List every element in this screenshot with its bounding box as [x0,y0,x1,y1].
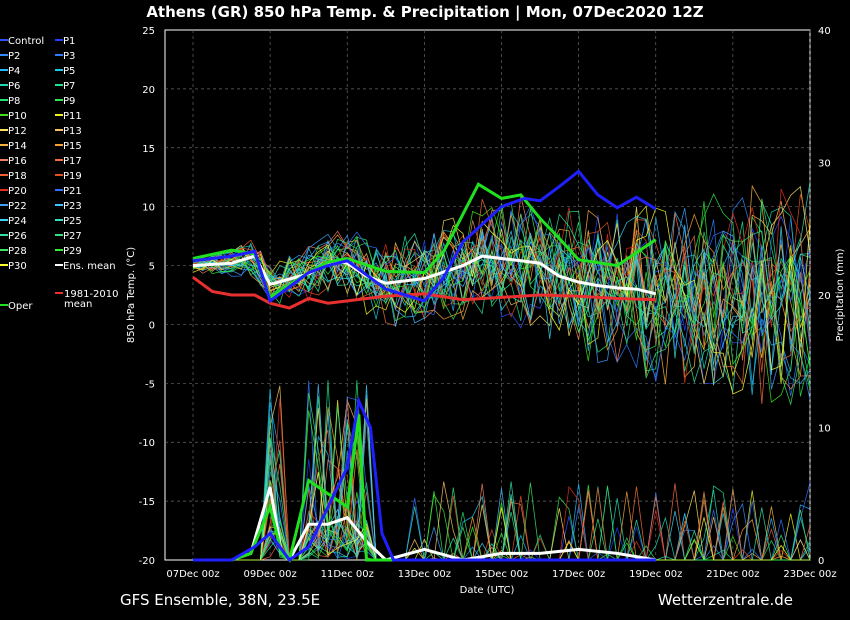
member-temp-line [192,215,811,375]
legend-entry: P23 [63,201,82,212]
y-tick-label: 5 [149,262,155,273]
legend-entry: P22 [8,201,27,212]
x-tick-label: 07Dec 00z [166,569,219,580]
footer-source: Wetterzentrale.de [658,591,793,609]
y-axis-label: 850 hPa Temp. (°C) [126,247,137,343]
member-temp-line [192,208,811,390]
legend-entry-climate: 1981-2010 [64,289,119,300]
legend-entry: P7 [63,81,75,92]
chart-title: Athens (GR) 850 hPa Temp. & Precipitatio… [146,3,703,22]
y2-axis-label: Precipitation (mm) [835,248,846,341]
x-tick-label: 19Dec 00z [629,569,682,580]
legend-entry: P4 [8,66,20,77]
y2-tick-label: 20 [818,291,831,302]
precip-ens-mean [193,486,657,563]
y-tick-label: 15 [142,144,155,155]
x-tick-label: 09Dec 00z [244,569,297,580]
legend-entry: P18 [8,171,27,182]
legend-entry: Control [8,36,44,47]
legend-entry: P12 [8,126,27,137]
legend-entry: P24 [8,216,27,227]
legend-entry: Oper [8,301,33,312]
legend-entry: Ens. mean [63,261,116,272]
x-tick-label: 21Dec 00z [706,569,759,580]
footer-model: GFS Ensemble, 38N, 23.5E [120,591,320,609]
y-tick-label: -15 [139,497,155,508]
legend-entry: P25 [63,216,82,227]
precip-control [193,395,656,563]
member-temp-line [192,201,811,406]
legend-entry: P6 [8,81,20,92]
legend-entry: P5 [63,66,75,77]
legend-entry: P1 [63,36,75,47]
legend-entry: P21 [63,186,82,197]
member-temp-line [192,194,811,351]
y2-tick-label: 10 [818,424,831,435]
y-tick-label: 0 [149,320,155,331]
y-tick-label: -20 [139,556,155,567]
member-temp-line [192,199,811,405]
member-precip-line [193,471,810,561]
series-control [192,169,657,304]
y2-axis-ticks: 0 10 20 30 40 [818,26,831,567]
y2-tick-label: 0 [818,556,824,567]
member-temp-line [192,210,811,379]
legend-entry: P29 [63,246,82,257]
x-axis-ticks: 07Dec 00z 09Dec 00z 11Dec 00z 13Dec 00z 15De… [166,569,836,580]
x-tick-label: 23Dec 00z [783,569,836,580]
legend-entry: P19 [63,171,82,182]
legend-entry: P20 [8,186,27,197]
legend-entry: P8 [8,96,20,107]
member-temp-line [192,213,811,384]
legend-entry: P2 [8,51,20,62]
x-tick-label: 11Dec 00z [321,569,374,580]
legend-entry: P9 [63,96,75,107]
series-ens-mean [192,254,657,296]
highlighted-series [192,169,657,563]
legend-entry: P16 [8,156,27,167]
legend-entry: P10 [8,111,27,122]
legend-entry: P11 [63,111,82,122]
x-tick-label: 15Dec 00z [475,569,528,580]
y2-tick-label: 30 [818,159,831,170]
legend-entry: P28 [8,246,27,257]
legend-entry: P26 [8,231,27,242]
member-lines [192,182,811,562]
y-tick-label: 25 [142,26,155,37]
legend-entry: P14 [8,141,27,152]
legend-entry: P15 [63,141,82,152]
series-1981-2010-mean [192,276,656,310]
legend-entry: P13 [63,126,82,137]
legend-entry: P17 [63,156,82,167]
y-tick-label: -10 [139,438,155,449]
x-axis-label: Date (UTC) [460,585,515,596]
legend: Control P1 P2 P3 P4 P5 P6 P7 P8 P9 P10 P11 P12 P13 P14… [0,36,119,312]
member-temp-line [192,201,811,369]
x-tick-label: 17Dec 00z [552,569,605,580]
y-tick-label: -5 [145,379,155,390]
legend-entry: P3 [63,51,75,62]
legend-entry: P27 [63,231,82,242]
legend-entry: P30 [8,261,27,272]
y-tick-label: 10 [142,203,155,214]
y2-tick-label: 40 [818,26,831,37]
y-axis-ticks: -20 -15 -10 -5 0 5 10 15 20 25 [139,26,155,567]
legend-entry-climate-line2: mean [64,299,92,310]
y-tick-label: 20 [142,85,155,96]
x-tick-label: 13Dec 00z [398,569,451,580]
